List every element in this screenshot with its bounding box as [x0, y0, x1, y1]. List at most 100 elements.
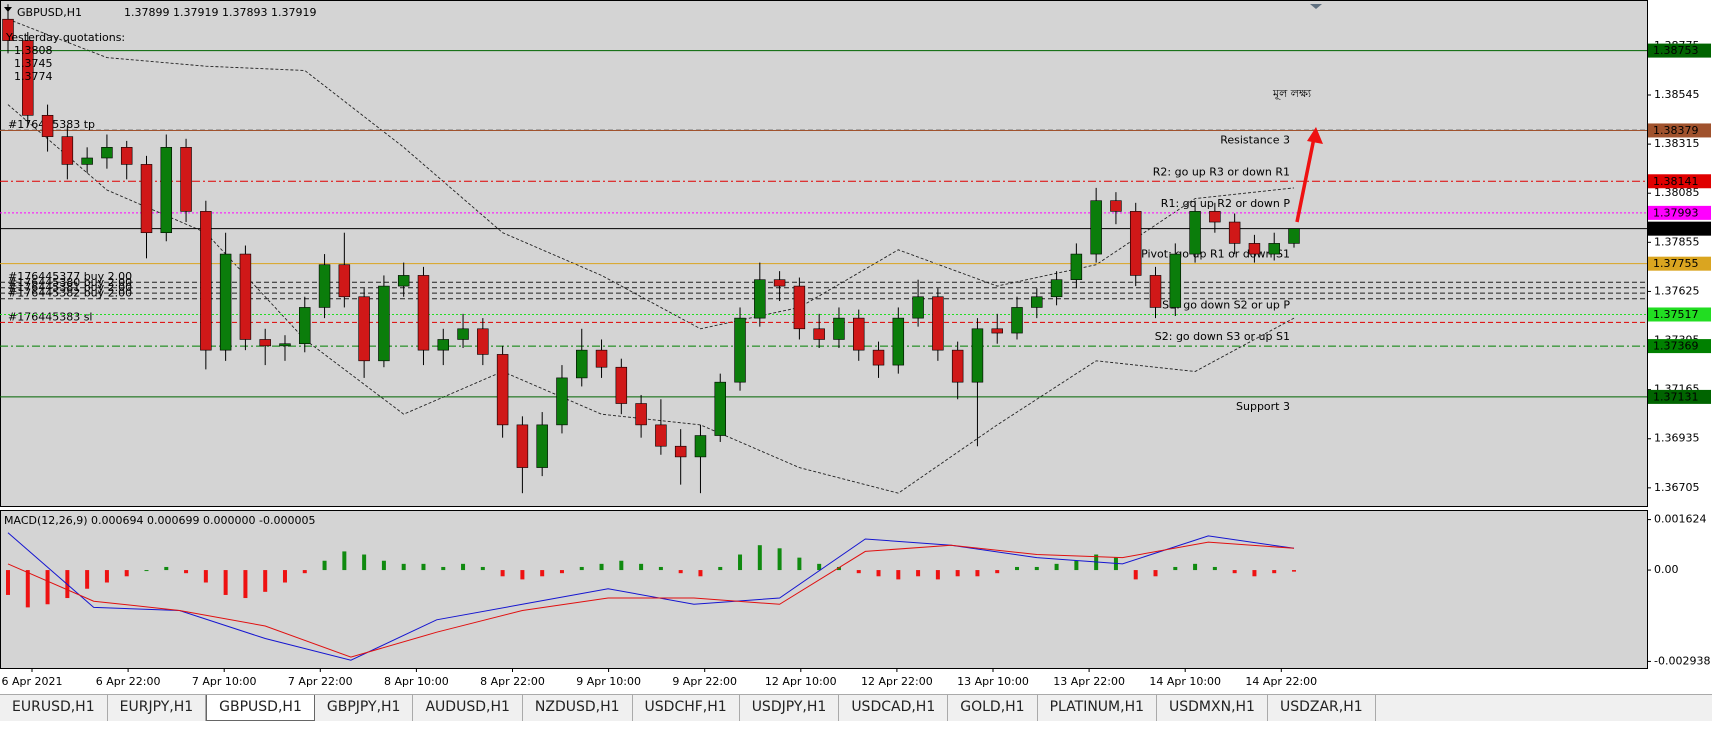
- symbol-tab[interactable]: USDJPY,H1: [740, 695, 840, 721]
- candle-body: [813, 328, 825, 340]
- x-tick-label: 6 Apr 22:00: [96, 675, 161, 688]
- price-box-label: 1.37131: [1653, 390, 1699, 403]
- candle-body: [397, 275, 410, 287]
- price-box-label: 1.38379: [1653, 124, 1699, 137]
- symbol-tab[interactable]: PLATINUM,H1: [1038, 695, 1158, 721]
- candle-body: [951, 349, 964, 383]
- macd-bar: [579, 566, 584, 571]
- symbol-tab[interactable]: GBPUSD,H1: [206, 695, 315, 721]
- level-text: S2: go down S3 or up S1: [1155, 330, 1290, 343]
- macd-bar: [935, 570, 940, 580]
- candle-body: [496, 354, 509, 426]
- y-tick-label: 1.37625: [1654, 284, 1700, 297]
- symbol-tab[interactable]: AUDUSD,H1: [413, 695, 523, 721]
- symbol-tab[interactable]: GBPJPY,H1: [315, 695, 414, 721]
- yesterday-title: Yesterday quotations:: [5, 31, 125, 44]
- symbol-tab[interactable]: EURUSD,H1: [0, 695, 108, 721]
- macd-bar: [45, 570, 50, 605]
- symbol-tab[interactable]: USDMXN,H1: [1157, 695, 1268, 721]
- macd-bar: [322, 560, 327, 571]
- macd-bar: [263, 570, 268, 592]
- macd-bar: [738, 554, 743, 571]
- macd-bar: [975, 570, 980, 577]
- candle-body: [595, 349, 608, 368]
- symbol-tab[interactable]: USDCAD,H1: [839, 695, 949, 721]
- symbol-tab[interactable]: GOLD,H1: [948, 695, 1038, 721]
- macd-bar: [1232, 570, 1237, 574]
- x-tick-label: 8 Apr 10:00: [384, 675, 449, 688]
- macd-bar: [718, 566, 723, 571]
- candle-body: [1011, 307, 1023, 334]
- candle-body: [714, 381, 726, 436]
- symbol-tab[interactable]: EURJPY,H1: [108, 695, 207, 721]
- macd-bar: [342, 551, 347, 571]
- macd-bar: [441, 566, 446, 571]
- x-tick-label: 13 Apr 22:00: [1053, 675, 1125, 688]
- candle-body: [615, 366, 628, 404]
- x-tick-label: 14 Apr 22:00: [1245, 675, 1317, 688]
- price-box-label: 1.37517: [1653, 308, 1699, 321]
- macd-bar: [836, 566, 841, 571]
- candle-body: [81, 157, 93, 165]
- macd-bar: [1015, 566, 1020, 571]
- macd-panel: [0, 510, 1648, 669]
- candle-body: [180, 147, 192, 212]
- yesterday-value: 1.3808: [14, 44, 53, 57]
- macd-bar: [757, 545, 762, 571]
- order-label: #176445381 buy 2.00: [8, 281, 132, 294]
- y-tick-label: 1.38315: [1654, 137, 1700, 150]
- macd-bar: [896, 570, 901, 580]
- x-tick-label: 7 Apr 10:00: [192, 675, 257, 688]
- macd-bar: [1034, 566, 1039, 571]
- candle-body: [1129, 211, 1142, 276]
- macd-y-tick-label: -0.002938: [1654, 654, 1710, 667]
- macd-bar: [144, 570, 149, 572]
- macd-bar: [1212, 566, 1217, 571]
- candle-body: [971, 328, 984, 383]
- level-text: R1: go up R2 or down P: [1161, 197, 1291, 210]
- candle-body: [279, 343, 291, 347]
- order-label: #176445382 buy 2.00: [8, 287, 132, 300]
- candle-body: [1110, 200, 1122, 212]
- macd-bar: [678, 570, 683, 574]
- candle-body: [991, 328, 1003, 334]
- price-box: [1648, 256, 1711, 271]
- candle-body: [1070, 253, 1083, 280]
- price-box: [1648, 43, 1711, 58]
- level-text: R2: go up R3 or down R1: [1153, 165, 1290, 178]
- level-text: S1: go down S2 or up P: [1162, 298, 1290, 311]
- x-tick-label: 9 Apr 22:00: [672, 675, 737, 688]
- candle-body: [259, 339, 271, 347]
- symbol-tab[interactable]: USDCHF,H1: [633, 695, 740, 721]
- candle-body: [1050, 279, 1063, 298]
- symbol-tab[interactable]: USDZAR,H1: [1268, 695, 1376, 721]
- macd-macd: [7, 532, 1295, 661]
- candle-body: [1268, 243, 1280, 255]
- y-tick-label: 1.37855: [1654, 235, 1700, 248]
- yesterday-value: 1.3745: [14, 57, 53, 70]
- macd-bar: [916, 570, 921, 577]
- macd-bar: [104, 570, 109, 583]
- macd-bar: [421, 563, 426, 571]
- candle-body: [694, 435, 707, 458]
- candle-body: [635, 403, 647, 426]
- candle-body: [61, 136, 74, 165]
- level-text: Resistance 3: [1220, 133, 1290, 146]
- candle-body: [1189, 211, 1201, 255]
- candle-body: [477, 328, 489, 355]
- macd-bar: [777, 548, 782, 571]
- candle-body: [516, 424, 529, 468]
- order-label: #176445380 buy 2.00: [8, 276, 132, 289]
- macd-bar: [282, 570, 287, 583]
- price-box: [1648, 307, 1711, 322]
- arrow-head: [1307, 127, 1323, 144]
- candle-body: [773, 279, 786, 287]
- macd-bar: [856, 570, 861, 574]
- symbol-tab[interactable]: NZDUSD,H1: [523, 695, 633, 721]
- candle-body: [1169, 253, 1182, 308]
- order-label: #176445377 buy 2.00: [8, 270, 132, 283]
- price-box: [1648, 174, 1711, 189]
- candle-body: [674, 445, 687, 458]
- candle-body: [2, 18, 14, 41]
